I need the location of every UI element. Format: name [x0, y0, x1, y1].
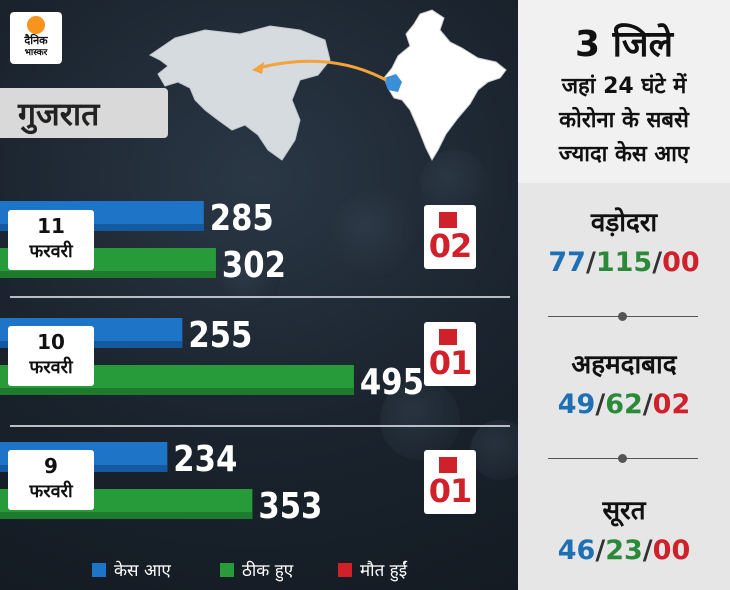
bar-shade	[0, 224, 204, 231]
legend-swatch	[220, 563, 234, 577]
bar-shade	[0, 512, 253, 519]
district-ahmedabad: अहमदाबाद 49/62/02	[518, 345, 730, 420]
india-map	[383, 9, 507, 162]
virus-decoration	[330, 190, 420, 280]
legend-label: ठीक हुए	[242, 561, 294, 581]
recovered-value-label: 495	[360, 362, 424, 403]
deaths-value: 01	[428, 472, 473, 510]
gujarat-highlight	[384, 74, 402, 92]
district-deaths: 02	[652, 389, 691, 420]
panel-subtitle-line: जहां 24 घंटे में	[561, 74, 687, 99]
sun-icon	[27, 16, 45, 34]
district-separator	[548, 454, 698, 463]
figure-separator: /	[585, 247, 596, 278]
figure-separator: /	[652, 247, 663, 278]
district-surat: सूरत 46/23/00	[518, 491, 730, 566]
date-month: फरवरी	[29, 357, 73, 378]
date-month: फरवरी	[29, 241, 73, 262]
date-day: 10	[37, 330, 65, 354]
row-divider	[10, 296, 510, 298]
figure-separator: /	[642, 535, 653, 566]
bar-shade	[0, 271, 216, 278]
virus-decoration	[220, 250, 280, 310]
district-vadodara: वड़ोदरा 77/115/00	[518, 203, 730, 278]
panel-subtitle-line: कोरोना के सबसे	[559, 108, 689, 133]
district-panel: 3 जिले जहां 24 घंटे में कोरोना के सबसे ज…	[518, 0, 730, 590]
district-figures: 49/62/02	[518, 389, 730, 420]
brand-logo: दैनिक भास्कर	[10, 12, 62, 64]
district-figures: 77/115/00	[518, 247, 730, 278]
date-day: 9	[44, 454, 58, 478]
virus-decoration	[380, 380, 460, 460]
panel-body: वड़ोदरा 77/115/00 अहमदाबाद 49/62/02 सूरत…	[518, 183, 730, 590]
recovered-value-label: 353	[258, 486, 322, 527]
district-recovered: 115	[595, 247, 653, 278]
cases-value-label: 285	[210, 198, 274, 239]
brand-line2: भास्कर	[24, 48, 48, 58]
district-name: सूरत	[602, 496, 646, 526]
legend-label: केस आए	[114, 561, 171, 581]
district-separator	[548, 312, 698, 321]
district-name: अहमदाबाद	[571, 350, 677, 380]
recovered-value-label: 302	[222, 245, 286, 286]
arrow-icon	[257, 59, 387, 82]
cases-value-label: 255	[188, 315, 252, 356]
deaths-box: 02	[424, 205, 476, 269]
district-deaths: 00	[662, 247, 700, 278]
district-cases: 77	[548, 247, 586, 278]
figure-separator: /	[595, 535, 606, 566]
deaths-value: 02	[428, 227, 473, 265]
district-deaths: 00	[652, 535, 691, 566]
flag-icon	[439, 212, 457, 228]
date-month: फरवरी	[29, 481, 73, 502]
district-recovered: 62	[605, 389, 643, 420]
flag-icon	[439, 329, 457, 345]
figure-separator: /	[642, 389, 653, 420]
legend-label: मौत हुईं	[360, 561, 408, 581]
panel-header: 3 जिले जहां 24 घंटे में कोरोना के सबसे ज…	[518, 0, 730, 183]
district-recovered: 23	[605, 535, 643, 566]
row-divider	[10, 425, 510, 427]
state-label: गुजरात	[0, 88, 168, 138]
separator-dot	[618, 454, 627, 463]
bar-shade	[0, 388, 354, 395]
deaths-value: 01	[428, 344, 473, 382]
deaths-box: 01	[424, 450, 476, 514]
state-name: गुजरात	[18, 95, 100, 133]
date-label: 9 फरवरी	[8, 450, 94, 510]
brand-line1: दैनिक	[24, 34, 48, 47]
date-label: 10 फरवरी	[8, 326, 94, 386]
deaths-box: 01	[424, 322, 476, 386]
date-label: 11 फरवरी	[8, 210, 94, 270]
legend-swatch	[92, 563, 106, 577]
maps-graphic	[149, 9, 507, 162]
flag-icon	[439, 457, 457, 473]
legend: केस आए ठीक हुए मौत हुईं	[0, 556, 518, 584]
legend-swatch	[338, 563, 352, 577]
district-name: वड़ोदरा	[590, 208, 658, 238]
separator-dot	[618, 312, 627, 321]
gujarat-map	[149, 25, 331, 161]
panel-title: 3 जिले	[574, 24, 674, 65]
figure-separator: /	[595, 389, 606, 420]
district-cases: 49	[557, 389, 596, 420]
panel-subtitle-line: ज्यादा केस आए	[558, 142, 690, 167]
panel-subtitle: जहां 24 घंटे में कोरोना के सबसे ज्यादा क…	[518, 70, 730, 172]
arrowhead-icon	[252, 62, 264, 74]
district-cases: 46	[557, 535, 596, 566]
district-figures: 46/23/00	[518, 535, 730, 566]
cases-value-label: 234	[173, 439, 237, 480]
date-day: 11	[37, 214, 65, 238]
